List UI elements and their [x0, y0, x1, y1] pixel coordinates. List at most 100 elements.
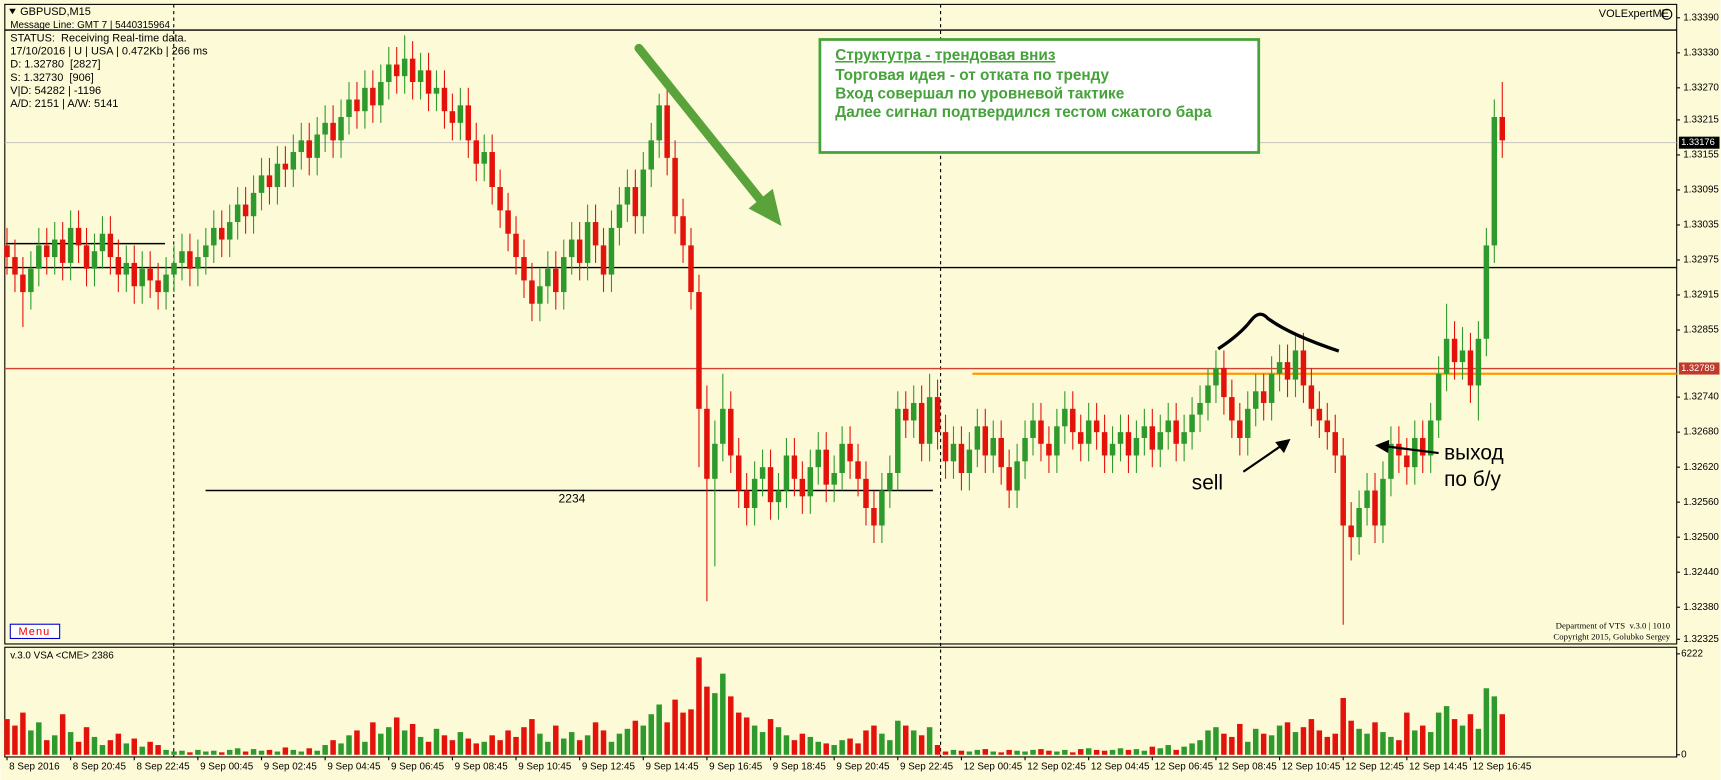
candle-body: [99, 233, 106, 252]
x-tick-label: 9 Sep 04:45: [327, 761, 381, 772]
x-tick-label: 9 Sep 06:45: [391, 761, 445, 772]
collapse-icon[interactable]: [9, 8, 16, 15]
volume-bar: [537, 733, 543, 755]
volume-bar: [1133, 749, 1140, 755]
candle-body: [1133, 437, 1140, 456]
candle-body: [974, 426, 981, 450]
volume-bar: [51, 735, 58, 755]
candle-body: [656, 105, 662, 141]
candle-body: [219, 227, 225, 240]
volume-bar: [799, 733, 806, 755]
candle-body: [290, 152, 297, 170]
x-tick-label: 9 Sep 12:45: [582, 761, 636, 772]
y-tick-label: 1.32325: [1683, 634, 1719, 645]
candle-body: [704, 408, 710, 479]
volume-bar: [1125, 749, 1132, 755]
volume-bar: [871, 725, 877, 755]
volume-bar: [1276, 725, 1283, 755]
candle-body: [171, 262, 177, 275]
volume-bar: [1213, 727, 1219, 755]
volume-bar: [449, 740, 456, 755]
candle-body: [1117, 432, 1124, 444]
volume-bar: [226, 749, 233, 755]
candle-body: [449, 111, 456, 123]
volume-bar: [958, 750, 965, 755]
candle-body: [234, 204, 241, 223]
candle-body: [600, 245, 607, 275]
candle-body: [576, 239, 583, 263]
volume-bar: [1451, 719, 1458, 755]
sell-arrow: [1242, 444, 1283, 473]
candle-body: [998, 437, 1004, 468]
volume-bar: [211, 750, 217, 755]
price-marker: [1678, 362, 1720, 375]
candle-body: [1181, 432, 1187, 444]
volume-bar: [1046, 750, 1052, 755]
volume-bar: [1237, 723, 1243, 755]
candle-body: [465, 105, 472, 141]
y-tick-label: 1.32620: [1683, 462, 1719, 473]
menu-label[interactable]: Menu: [19, 626, 51, 638]
price-marker-label: 1.33176: [1681, 137, 1715, 147]
volume-bar: [1260, 733, 1267, 755]
volume-bar: [1093, 749, 1100, 755]
x-tick-label: 12 Sep 00:45: [964, 761, 1023, 772]
volume-bar: [195, 749, 201, 755]
candle-body: [1340, 455, 1346, 526]
volume-bar: [1284, 722, 1291, 755]
candle-body: [1372, 490, 1378, 526]
volume-bar: [720, 673, 726, 755]
volume-bar: [1419, 725, 1426, 755]
x-tick-label: 9 Sep 14:45: [645, 761, 699, 772]
candle-body: [1229, 397, 1235, 421]
volume-bar: [926, 727, 933, 755]
candle-body: [155, 280, 161, 293]
volume-bar: [242, 751, 249, 755]
candle-body: [4, 245, 10, 258]
info-line: Структутра - трендовая вниз: [835, 47, 1056, 64]
candle-body: [1419, 437, 1426, 456]
candle-body: [1197, 402, 1203, 415]
candle-body: [783, 455, 790, 491]
volume-bar: [203, 751, 209, 755]
volume-bar: [998, 752, 1004, 755]
candle-body: [1252, 391, 1259, 409]
volume-bar: [807, 736, 814, 755]
volume-bar: [4, 719, 10, 755]
candle-body: [401, 58, 408, 77]
volume-bar: [1499, 714, 1506, 755]
volume-bar: [370, 722, 376, 755]
y-tick-label: 1.32915: [1683, 290, 1719, 301]
candle-body: [1062, 408, 1068, 427]
candle-body: [942, 432, 949, 462]
volume-bar: [1483, 688, 1490, 755]
candle-body: [1006, 467, 1012, 491]
candle-body: [561, 257, 567, 293]
volume-bar: [664, 722, 670, 755]
candle-body: [568, 239, 575, 258]
candle-body: [743, 490, 750, 508]
candle-body: [1245, 408, 1251, 438]
volume-bar: [934, 745, 941, 755]
volume-bar: [775, 727, 782, 755]
candle-body: [1443, 338, 1450, 374]
volume-bar: [1459, 725, 1466, 755]
candle-body: [274, 163, 281, 188]
candle-body: [958, 443, 965, 473]
volume-bar: [322, 745, 328, 755]
volume-bar: [903, 725, 909, 755]
volume-bar: [624, 728, 631, 755]
status-line: S: 1.32730 [906]: [10, 72, 94, 84]
candle-body: [648, 140, 654, 170]
candle-body: [20, 274, 26, 293]
menu-button[interactable]: [9, 623, 61, 640]
x-tick-label: 12 Sep 12:45: [1345, 761, 1404, 772]
candle-body: [51, 239, 58, 258]
volume-bar: [1062, 749, 1068, 755]
volume-bar: [1173, 749, 1179, 755]
candle-body: [187, 251, 193, 269]
volume-bar: [568, 732, 575, 755]
volume-bar: [1356, 728, 1362, 755]
volume-bar: [743, 717, 750, 755]
